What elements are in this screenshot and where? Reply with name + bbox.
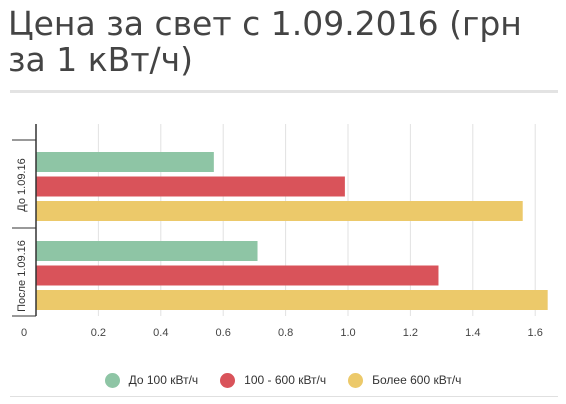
x-tick-label: 0.4 [153, 327, 168, 339]
x-tick-label: 0.2 [91, 327, 106, 339]
x-tick-labels: 0 0.2 0.4 0.6 0.8 1.0 1.2 1.4 1.6 [21, 327, 543, 339]
legend-swatch [348, 372, 364, 388]
legend-item: Более 600 кВт/ч [348, 372, 462, 388]
category-label: До 1.09.16 [16, 158, 28, 211]
legend: До 100 кВт/ч 100 - 600 кВт/ч Более 600 к… [0, 370, 566, 390]
chart-title: Цена за свет с 1.09.2016 (грн за 1 кВт/ч… [8, 4, 522, 79]
x-tick-label: 1.0 [340, 327, 355, 339]
bar [36, 201, 523, 221]
footer-divider [10, 396, 558, 397]
title-divider [10, 90, 558, 93]
bar-chart: 0 0.2 0.4 0.6 0.8 1.0 1.2 1.4 1.6 До 1.09.16 Посл… [12, 124, 548, 339]
category-labels: До 1.09.16 После 1.09.16 [16, 158, 28, 312]
bar [36, 290, 548, 310]
x-tick-label: 0 [21, 327, 27, 339]
x-tick-label: 1.6 [528, 327, 543, 339]
legend-swatch [220, 372, 236, 388]
legend-label: 100 - 600 кВт/ч [244, 373, 327, 387]
bar [36, 241, 258, 261]
bars [36, 152, 548, 310]
legend-item: До 100 кВт/ч [104, 372, 199, 388]
legend-swatch [104, 372, 120, 388]
bar [36, 176, 345, 197]
bar [36, 152, 214, 172]
x-tick-label: 1.4 [465, 327, 480, 339]
axes [12, 124, 37, 317]
legend-label: До 100 кВт/ч [128, 373, 199, 387]
x-tick-label: 0.8 [278, 327, 293, 339]
legend-item: 100 - 600 кВт/ч [220, 372, 327, 388]
bar [36, 265, 439, 286]
category-label: После 1.09.16 [16, 240, 28, 312]
x-tick-label: 1.2 [403, 327, 418, 339]
x-tick-label: 0.6 [216, 327, 231, 339]
legend-label: Более 600 кВт/ч [372, 373, 462, 387]
